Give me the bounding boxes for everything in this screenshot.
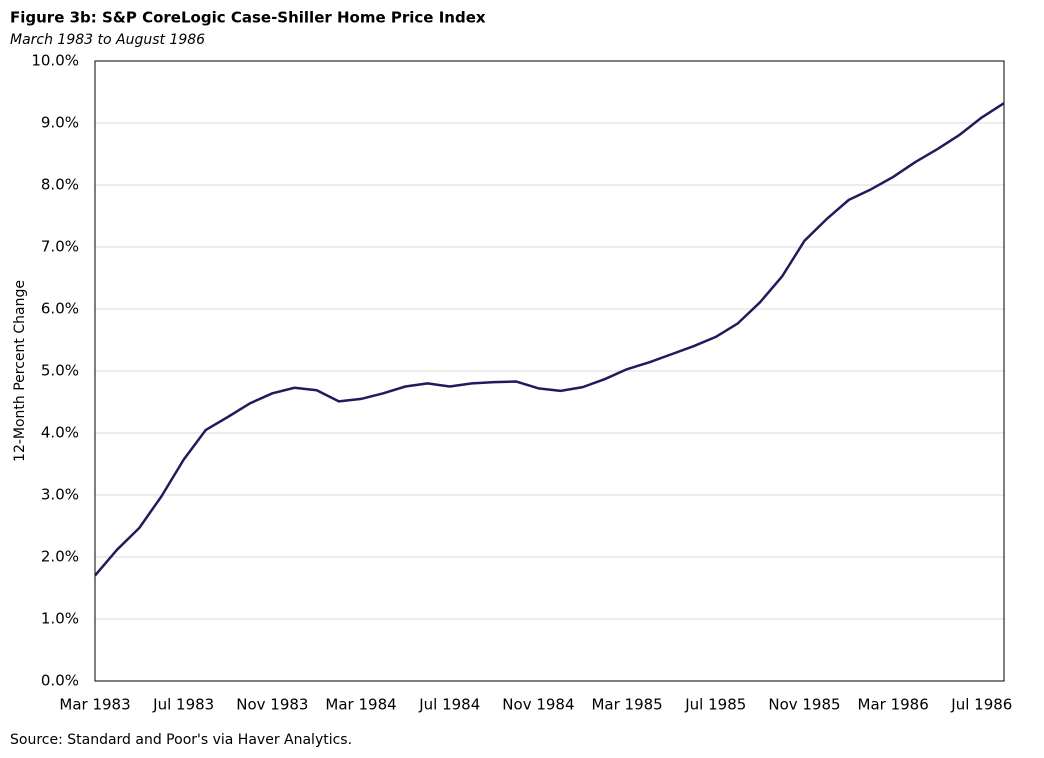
series-line [94,102,1005,577]
chart-title: Figure 3b: S&P CoreLogic Case-Shiller Ho… [10,9,486,27]
y-tick-label: 9.0% [41,114,79,132]
y-tick-label: 8.0% [41,176,79,194]
y-tick-label: 0.0% [41,672,79,690]
x-tick-label: Nov 1985 [768,696,840,714]
x-tick-label: Mar 1984 [325,696,396,714]
y-tick-label: 1.0% [41,610,79,628]
x-tick-label: Nov 1983 [236,696,308,714]
y-tick-label: 10.0% [31,52,79,70]
x-tick-label: Mar 1986 [858,696,929,714]
y-tick-label: 7.0% [41,238,79,256]
chart-subtitle: March 1983 to August 1986 [10,32,205,48]
x-tick-label: Nov 1984 [502,696,574,714]
y-axis-label: 12-Month Percent Change [12,280,28,462]
y-tick-label: 4.0% [41,424,79,442]
y-tick-label: 3.0% [41,486,79,504]
plot-frame [94,60,1005,682]
x-tick-label: Jul 1984 [418,696,480,714]
y-tick-label: 5.0% [41,362,79,380]
source-note: Source: Standard and Poor's via Haver An… [10,732,352,748]
x-tick-label: Jul 1985 [684,696,746,714]
x-tick-label: Mar 1985 [591,696,662,714]
x-tick-label: Jul 1983 [152,696,214,714]
x-tick-label: Mar 1983 [59,696,130,714]
y-tick-label: 6.0% [41,300,79,318]
x-tick-label: Jul 1986 [950,696,1012,714]
y-tick-label: 2.0% [41,548,79,566]
